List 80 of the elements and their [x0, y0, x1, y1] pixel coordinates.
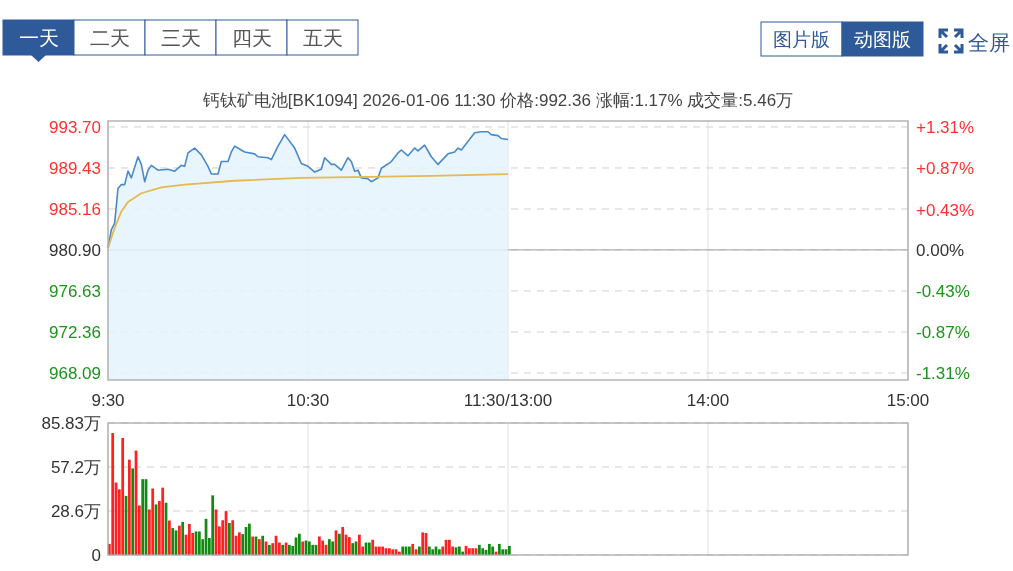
bar [228, 523, 231, 555]
bar [378, 546, 381, 555]
bar [211, 495, 215, 555]
text: 动图版 [854, 29, 911, 50]
text: 四天 [231, 26, 272, 50]
bar [298, 533, 301, 555]
bar [178, 525, 181, 555]
y2-tick-label: -1.31% [916, 364, 970, 384]
y-tick-label: 0 [91, 546, 101, 565]
bar [261, 535, 265, 555]
bar [188, 523, 191, 555]
bar [371, 539, 375, 555]
bar [418, 546, 421, 555]
bar [438, 549, 441, 555]
bar [341, 527, 345, 555]
text: 三天 [160, 26, 201, 50]
bar [181, 521, 185, 555]
y2-tick-label: +0.87% [916, 159, 975, 179]
y-tick-label: 993.70 [49, 117, 101, 137]
bar [128, 459, 131, 555]
bar [368, 542, 371, 555]
bar [321, 540, 325, 555]
bar [468, 548, 471, 555]
bar [388, 548, 391, 555]
x-tick-label: 15:00 [886, 391, 930, 410]
bar [131, 468, 135, 555]
bar [508, 545, 511, 555]
bar [411, 543, 415, 555]
y2-tick-label: -0.43% [916, 281, 970, 301]
bar [151, 488, 155, 555]
bar [238, 532, 241, 555]
bar [458, 546, 461, 555]
text: 一天 [18, 26, 59, 50]
bar [448, 539, 451, 555]
y-tick-label: 28.6万 [50, 502, 101, 522]
y-tick-label: 976.63 [49, 281, 101, 301]
bar [488, 543, 491, 555]
x-tick-label: 9:30 [91, 391, 125, 410]
line-series [107, 173, 509, 249]
y-tick-label: 57.2万 [50, 458, 101, 478]
text: 全屏 [968, 31, 1010, 54]
bar [348, 537, 351, 555]
y-tick-label: 968.09 [49, 363, 101, 383]
bar [268, 544, 271, 555]
chart-title: 钙钛矿电池[BK1094] 2026-01-06 11:30 价格:992.36 涨幅:1.17% 成交量:5.46万 [201, 91, 794, 110]
bar [168, 520, 171, 555]
y-tick-label: 972.36 [49, 322, 101, 342]
x-tick-label: 14:00 [686, 391, 730, 410]
y-tick-label: 980.90 [49, 240, 101, 260]
bar [198, 531, 201, 555]
bar [258, 539, 261, 555]
y-tick-label: 985.16 [49, 200, 101, 219]
x-tick-label: 11:30/13:00 [463, 391, 553, 410]
bar [121, 437, 125, 555]
bar [498, 543, 501, 555]
bar [318, 536, 321, 555]
text: 图片版 [773, 29, 830, 50]
bar [331, 541, 335, 555]
y2-tick-label: +0.43% [916, 200, 975, 220]
y2-tick-label: 0.00% [916, 241, 965, 261]
bar [161, 487, 165, 555]
y-tick-label: 85.83万 [41, 414, 101, 433]
y2-tick-label: +1.31% [916, 117, 975, 137]
bar [248, 523, 251, 555]
bar [478, 544, 481, 555]
text: 五天 [302, 26, 343, 50]
x-tick-label: 10:30 [286, 391, 330, 410]
bar [428, 546, 431, 555]
bar [231, 520, 235, 555]
bar [358, 534, 361, 555]
bar [111, 433, 115, 555]
bar [308, 541, 311, 555]
bar [288, 544, 291, 555]
bar [328, 539, 331, 555]
text: 二天 [89, 26, 130, 50]
y2-tick-label: -0.87% [916, 322, 970, 342]
y-tick-label: 989.43 [49, 158, 101, 178]
bar [408, 546, 411, 555]
bar [338, 533, 341, 555]
bar [491, 546, 495, 555]
